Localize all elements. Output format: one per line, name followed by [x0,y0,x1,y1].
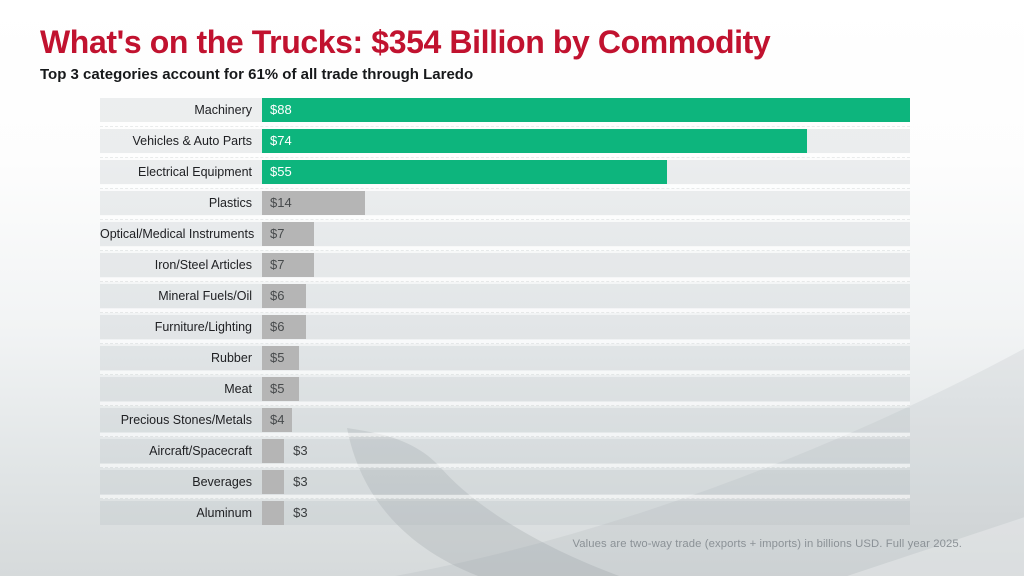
bar: $74 [262,129,807,153]
swoosh-edge-shape [847,517,1024,576]
bar-value: $74 [270,133,292,148]
category-label: Mineral Fuels/Oil [158,289,252,303]
bar: $4 [262,408,292,432]
bar-row: Rubber $5 [100,346,910,375]
bar-row: Furniture/Lighting $6 [100,315,910,344]
bar-row: Iron/Steel Articles $7 [100,253,910,282]
bar-value: $5 [270,350,285,365]
bar-row: Optical/Medical Instruments $7 [100,222,910,251]
bar-row: Beverages $3 [100,470,910,499]
bar-value: $55 [270,164,292,179]
footnote: Values are two-way trade (exports + impo… [572,538,962,550]
bar [262,439,285,463]
bar: $14 [262,191,366,215]
bar-row: Aluminum $3 [100,501,910,525]
category-label: Aircraft/Spacecraft [149,444,252,458]
bar-value: $6 [270,288,285,303]
bar-value: $7 [270,226,285,241]
category-label: Plastics [208,196,252,210]
bar: $6 [262,284,307,308]
bar [262,470,285,494]
bar-row: Meat $5 [100,377,910,406]
bar: $7 [262,222,314,246]
category-label: Furniture/Lighting [154,320,252,334]
category-label: Rubber [211,351,252,365]
bar-value: $3 [293,443,308,458]
category-label: Machinery [194,103,252,117]
bar-row: Vehicles & Auto Parts $74 [100,129,910,158]
bar: $5 [262,377,299,401]
category-label: Beverages [192,475,252,489]
bar-value: $14 [270,195,292,210]
category-label: Vehicles & Auto Parts [132,134,252,148]
bar-row: Plastics $14 [100,191,910,220]
category-label: Aluminum [196,506,252,520]
page-subtitle: Top 3 categories account for 61% of all … [40,66,474,83]
category-label: Meat [224,382,252,396]
swoosh-band-shape [395,348,1024,576]
category-label: Precious Stones/Metals [120,413,252,427]
bar-value: $88 [270,102,292,117]
bar: $7 [262,253,314,277]
bar-value: $7 [270,257,285,272]
bar-value: $3 [293,505,308,520]
bar: $5 [262,346,299,370]
bar-value: $3 [293,474,308,489]
category-label: Electrical Equipment [138,165,252,179]
bar-row: Machinery $88 [100,98,910,127]
category-label: Optical/Medical Instruments [100,227,255,241]
bar-value: $4 [270,412,285,427]
bar: $55 [262,160,667,184]
category-label: Iron/Steel Articles [154,258,252,272]
bar-row: Precious Stones/Metals $4 [100,408,910,437]
page-title: What's on the Trucks: $354 Billion by Co… [40,24,771,60]
bar-row: Mineral Fuels/Oil $6 [100,284,910,313]
bar [262,501,285,525]
commodity-bar-chart: Machinery $88 Vehicles & Auto Parts $74 … [100,98,910,532]
bar-value: $6 [270,319,285,334]
bar-row: Aircraft/Spacecraft $3 [100,439,910,468]
bar-row: Electrical Equipment $55 [100,160,910,189]
bar: $6 [262,315,307,339]
bar: $88 [262,98,910,122]
bar-value: $5 [270,381,285,396]
